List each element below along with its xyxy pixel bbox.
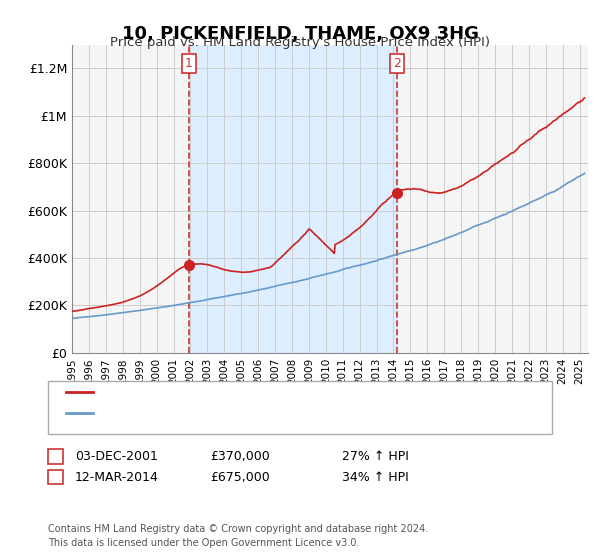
Bar [189, 45, 397, 353]
Text: 12-MAR-2014: 12-MAR-2014 [75, 470, 159, 484]
Text: 03-DEC-2001: 03-DEC-2001 [75, 450, 158, 463]
Text: 34% ↑ HPI: 34% ↑ HPI [342, 470, 409, 484]
Text: HPI: Average price, detached house, South Oxfordshire: HPI: Average price, detached house, Sout… [99, 406, 424, 419]
Text: 2: 2 [52, 470, 60, 484]
Text: 1: 1 [52, 450, 60, 463]
Text: 10, PICKENFIELD, THAME, OX9 3HG: 10, PICKENFIELD, THAME, OX9 3HG [121, 25, 479, 43]
Text: £370,000: £370,000 [210, 450, 270, 463]
Text: Contains HM Land Registry data © Crown copyright and database right 2024.
This d: Contains HM Land Registry data © Crown c… [48, 524, 428, 548]
Text: Price paid vs. HM Land Registry's House Price Index (HPI): Price paid vs. HM Land Registry's House … [110, 36, 490, 49]
Text: 10, PICKENFIELD, THAME, OX9 3HG (detached house): 10, PICKENFIELD, THAME, OX9 3HG (detache… [99, 385, 414, 399]
Text: 27% ↑ HPI: 27% ↑ HPI [342, 450, 409, 463]
Text: 2: 2 [393, 57, 401, 70]
Text: 1: 1 [185, 57, 193, 70]
Text: £675,000: £675,000 [210, 470, 270, 484]
